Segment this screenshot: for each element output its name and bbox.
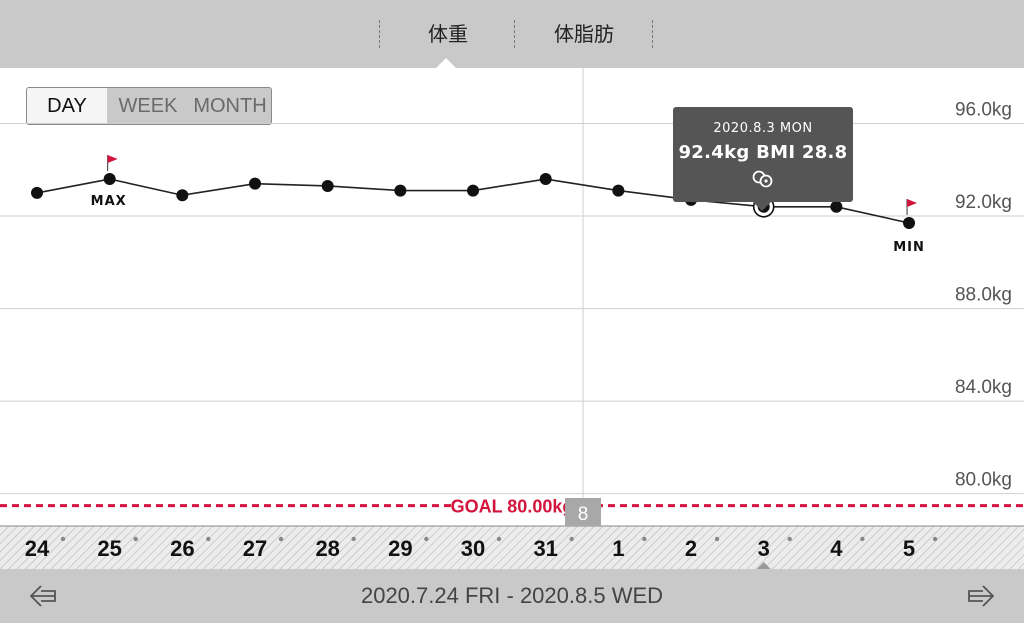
data-point: [612, 184, 625, 197]
y-tick-label: 88.0kg: [955, 285, 1012, 306]
x-tick-dot: [351, 536, 356, 542]
data-point: [903, 216, 916, 229]
x-tick-dot: [642, 536, 647, 542]
tooltip-values: 92.4kg BMI 28.8: [678, 142, 848, 163]
active-tab-pointer: [436, 58, 456, 68]
x-axis-strip: [0, 526, 1024, 569]
data-point: [103, 173, 116, 186]
x-tick-dot: [424, 536, 429, 542]
bottom-date-bar: 2020.7.24 FRI - 2020.8.5 WED: [0, 569, 1024, 623]
x-tick-label: 1: [612, 536, 624, 561]
x-tick-label: 27: [243, 536, 267, 561]
x-tick-label: 26: [170, 536, 194, 561]
x-tick-label: 4: [830, 536, 843, 561]
goal-label: GOAL 80.00kg: [451, 497, 574, 517]
tab-body-fat[interactable]: 体脂肪: [554, 22, 614, 46]
y-tick-label: 92.0kg: [955, 192, 1012, 213]
top-tab-bar: 体重 体脂肪: [0, 0, 1024, 68]
x-tick-dot: [496, 536, 502, 542]
x-tick-label: 3: [758, 536, 770, 561]
selected-day-pointer: [756, 562, 771, 569]
period-day-button[interactable]: DAY: [27, 88, 107, 124]
x-tick-label: 24: [25, 536, 50, 561]
data-point: [249, 177, 262, 190]
prev-arrow-icon[interactable]: [28, 583, 58, 609]
x-tick-label: 28: [315, 536, 339, 561]
date-range-label: 2020.7.24 FRI - 2020.8.5 WED: [360, 583, 664, 608]
tab-divider: [514, 20, 515, 48]
x-tick-dot: [569, 536, 574, 542]
max-flag-icon: [107, 155, 118, 164]
x-tick-dot: [60, 536, 66, 542]
x-tick-dot: [787, 536, 792, 542]
data-point: [321, 179, 334, 192]
tab-divider: [652, 20, 653, 48]
data-point: [830, 200, 843, 213]
min-label: MIN: [893, 240, 925, 255]
x-tick-label: 31: [533, 536, 557, 561]
data-point: [31, 186, 43, 199]
period-toggle: DAY WEEK MONTH: [26, 87, 272, 125]
x-tick-label: 29: [388, 536, 412, 561]
x-tick-label: 30: [461, 536, 485, 561]
data-tooltip: 2020.8.3 MON 92.4kg BMI 28.8: [673, 107, 853, 202]
x-tick-dot: [714, 536, 720, 542]
x-tick-label: 5: [903, 536, 915, 561]
y-tick-label: 80.0kg: [955, 470, 1012, 491]
x-tick-label: 2: [685, 536, 697, 561]
x-tick-dot: [860, 536, 865, 542]
scale-sync-icon: [752, 170, 773, 188]
tooltip-pointer: [753, 202, 771, 211]
tab-weight[interactable]: 体重: [428, 22, 468, 46]
max-label: MAX: [91, 194, 127, 209]
y-tick-label: 96.0kg: [955, 100, 1012, 121]
x-tick-dot: [932, 536, 938, 542]
tooltip-date: 2020.8.3 MON: [713, 121, 813, 136]
x-tick-dot: [278, 536, 284, 542]
data-point: [176, 189, 189, 202]
x-tick-label: 25: [97, 536, 121, 561]
data-point: [467, 184, 480, 197]
x-tick-dot: [206, 536, 211, 542]
min-flag-icon: [907, 198, 918, 207]
weight-chart[interactable]: 96.0kg 92.0kg 88.0kg 84.0kg 80.0kg GOAL 80.00…: [0, 68, 1024, 569]
y-tick-label: 84.0kg: [955, 377, 1012, 398]
month-marker-tag: [565, 498, 602, 526]
data-point: [539, 173, 552, 186]
x-tick-dot: [133, 536, 138, 542]
period-month-button[interactable]: MONTH: [193, 95, 267, 117]
tab-divider: [379, 20, 380, 48]
period-week-button[interactable]: WEEK: [118, 95, 178, 117]
next-arrow-icon[interactable]: [966, 583, 996, 609]
data-point: [394, 184, 407, 197]
month-marker-label: 8: [578, 504, 589, 525]
